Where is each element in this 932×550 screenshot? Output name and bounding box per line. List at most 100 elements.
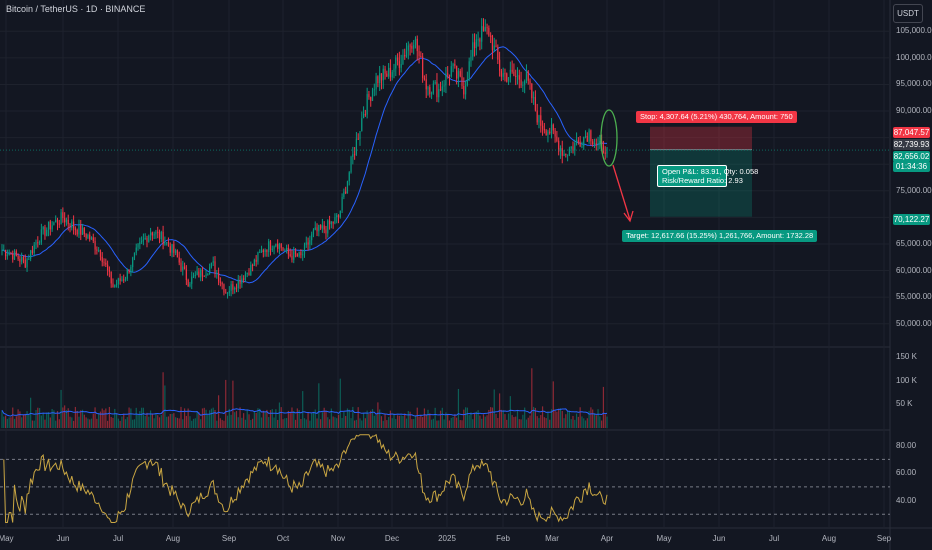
volume-bar xyxy=(277,419,279,428)
symbol-title[interactable]: Bitcoin / TetherUS · 1D · BINANCE xyxy=(6,4,146,14)
volume-bar xyxy=(64,405,66,428)
volume-bar xyxy=(336,418,338,428)
volume-bar xyxy=(180,406,182,428)
volume-bar xyxy=(3,416,5,428)
volume-bar xyxy=(132,419,134,428)
volume-bar xyxy=(366,410,368,428)
volume-bar xyxy=(65,410,68,428)
volume-bar xyxy=(357,407,359,428)
volume-bar xyxy=(182,419,184,428)
candle-body xyxy=(85,234,87,239)
candle-body xyxy=(371,90,374,101)
volume-bar xyxy=(375,414,377,428)
volume-bar xyxy=(495,413,497,428)
candle-body xyxy=(427,87,429,90)
candle-body xyxy=(17,255,19,260)
candle-body xyxy=(266,249,268,253)
candle-body xyxy=(173,244,175,253)
volume-bar xyxy=(40,415,42,428)
candle-body xyxy=(146,237,148,242)
candle-body xyxy=(456,65,458,79)
candle-body xyxy=(362,114,365,119)
volume-bar xyxy=(12,407,14,428)
volume-bar xyxy=(429,413,431,428)
volume-bar xyxy=(49,417,51,428)
candle-body xyxy=(99,250,102,257)
volume-bar xyxy=(139,411,141,428)
candle-body xyxy=(10,253,12,255)
volume-bar xyxy=(570,419,572,428)
volume-bar xyxy=(507,413,510,428)
volume-bar xyxy=(443,419,445,428)
volume-bar xyxy=(205,409,207,428)
candle-body xyxy=(568,148,571,155)
candle-body xyxy=(144,237,146,240)
candle-body xyxy=(185,269,187,280)
volume-bar xyxy=(422,417,424,428)
candle-body xyxy=(282,247,284,251)
rsi-axis-label: 80.00 xyxy=(896,440,917,450)
candle-body xyxy=(76,229,78,235)
volume-bar xyxy=(219,418,221,428)
candle-body xyxy=(234,287,236,290)
candle-body xyxy=(284,250,286,252)
candle-body xyxy=(540,115,542,126)
candle-body xyxy=(300,252,302,256)
candle-body xyxy=(586,135,588,142)
candle-body xyxy=(382,68,384,81)
price-axis-label: 100,000.00 xyxy=(896,52,932,62)
volume-bar xyxy=(33,420,35,428)
candle-body xyxy=(53,222,55,226)
candle-body xyxy=(527,71,529,81)
candle-body xyxy=(65,219,68,223)
candle-body xyxy=(209,267,211,275)
volume-bar xyxy=(541,406,544,428)
volume-bar xyxy=(291,407,293,428)
candle-body xyxy=(504,73,506,75)
candle-body xyxy=(289,254,291,256)
candle-body xyxy=(81,227,84,235)
volume-bar xyxy=(459,420,461,428)
volume-bar xyxy=(176,417,179,428)
candle-body xyxy=(128,269,130,273)
candle-body xyxy=(409,45,411,47)
volume-bar xyxy=(377,402,379,428)
volume-bar xyxy=(561,410,563,428)
volume-bar xyxy=(575,413,578,428)
volume-bar xyxy=(472,419,474,428)
candle-body xyxy=(133,252,136,258)
candle-body xyxy=(171,244,173,253)
volume-bar xyxy=(243,413,245,428)
candle-body xyxy=(472,42,474,57)
candle-body xyxy=(305,242,307,245)
volume-bar xyxy=(593,413,596,428)
volume-bar xyxy=(37,407,39,428)
candle-body xyxy=(121,279,123,281)
candle-body xyxy=(370,97,372,101)
candle-body xyxy=(69,224,71,228)
candle-body xyxy=(257,252,259,262)
candle-body xyxy=(311,234,313,241)
volume-bar xyxy=(26,411,28,428)
volume-bar xyxy=(296,408,298,428)
candle-body xyxy=(438,89,440,98)
candle-body xyxy=(287,247,289,255)
volume-bar xyxy=(264,411,266,428)
candle-body xyxy=(62,212,64,219)
candle-body xyxy=(574,143,576,151)
price-axis-label: 60,000.00 xyxy=(896,265,932,275)
candle-body xyxy=(459,71,461,77)
candle-body xyxy=(123,279,125,281)
volume-bar xyxy=(298,410,300,428)
candle-body xyxy=(132,257,134,268)
volume-bar xyxy=(506,419,508,428)
volume-bar xyxy=(321,412,323,428)
candle-body xyxy=(354,154,356,156)
candle-body xyxy=(534,97,537,111)
candle-body xyxy=(414,38,417,46)
candle-body xyxy=(448,74,451,77)
volume-ma-line xyxy=(1,408,608,417)
volume-bar xyxy=(536,416,538,428)
currency-button[interactable]: USDT xyxy=(893,4,923,23)
